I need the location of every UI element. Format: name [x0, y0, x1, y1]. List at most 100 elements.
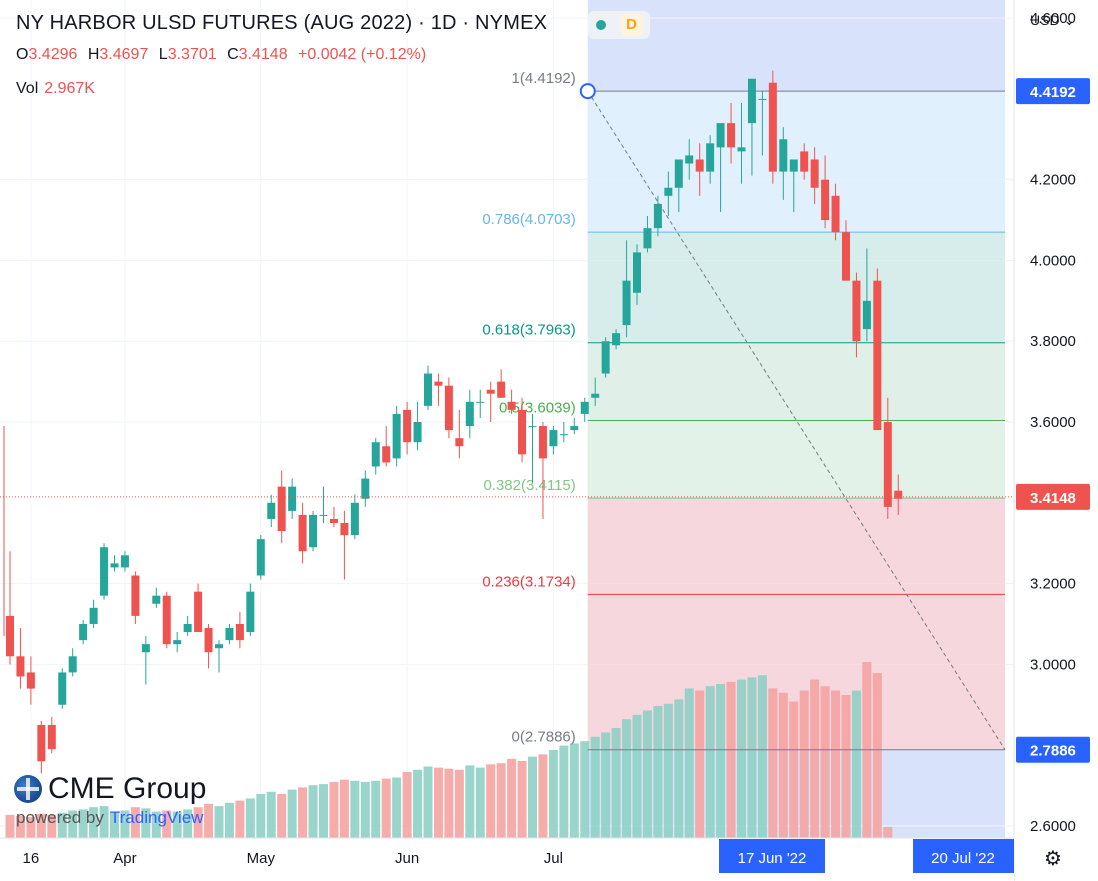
- volume-bar: [663, 703, 673, 838]
- last-price-tag-bg: [1016, 483, 1090, 510]
- fib-level-label: 0.236(3.1734): [482, 573, 575, 590]
- volume-bar: [99, 806, 109, 838]
- candle-body: [444, 385, 453, 431]
- volume-bar: [851, 690, 861, 838]
- currency-dropdown[interactable]: USD ⌄: [1030, 12, 1075, 29]
- globe-icon: [14, 775, 42, 803]
- candle-body: [424, 373, 432, 406]
- change-value: +0.0042 (+0.12%): [298, 46, 427, 63]
- candle-body: [758, 98, 767, 100]
- price-tick-label: 3.6000: [1030, 414, 1076, 431]
- time-tick-label: Jun: [395, 850, 419, 867]
- low-marker-tag: 2.7886: [1030, 743, 1076, 760]
- low-value: 3.3701: [167, 46, 217, 63]
- high-marker-tag-bg: [1016, 78, 1090, 105]
- volume-bar: [277, 794, 287, 838]
- volume-bar: [799, 690, 809, 838]
- candle-body: [768, 82, 777, 172]
- candle-body: [601, 341, 610, 374]
- volume-bar: [559, 745, 569, 838]
- volume-bar: [235, 800, 245, 838]
- chevron-down-icon: ⌄: [1063, 12, 1076, 28]
- candle-body: [152, 595, 161, 604]
- candle-body: [340, 522, 349, 536]
- candle-body: [225, 628, 234, 641]
- candle-body: [518, 409, 527, 455]
- candle-body: [831, 195, 840, 233]
- volume-bar: [245, 798, 255, 838]
- volume-bar: [350, 780, 360, 838]
- candle-body: [413, 422, 422, 443]
- candle-body: [37, 724, 46, 762]
- price-tick-label: 3.0000: [1030, 656, 1076, 673]
- volume-bar: [360, 781, 370, 838]
- volume-bar: [601, 732, 611, 838]
- volume-bar: [580, 741, 590, 838]
- volume-bar: [465, 765, 475, 838]
- candle-body: [141, 644, 150, 653]
- candle-body: [277, 486, 286, 532]
- open-value: 3.4296: [28, 46, 78, 63]
- candle-body: [246, 591, 255, 633]
- volume-bar: [611, 728, 621, 838]
- time-tick-label: Apr: [113, 850, 136, 867]
- candle-body: [486, 389, 495, 394]
- volume-bar: [339, 779, 349, 838]
- candle-body: [633, 252, 641, 293]
- fib-zone: [587, 420, 1005, 499]
- volume-bar: [716, 684, 726, 838]
- candle-body: [288, 486, 297, 511]
- tradingview-link[interactable]: TradingView: [109, 808, 204, 827]
- candle-body: [747, 78, 756, 124]
- candle-body: [120, 555, 129, 568]
- gear-icon[interactable]: ⚙: [1044, 848, 1062, 870]
- candle-body: [612, 333, 621, 346]
- candle-body: [319, 514, 328, 516]
- candle-body: [810, 159, 819, 188]
- volume-bar: [768, 688, 778, 838]
- candle-body: [131, 575, 140, 616]
- volume-label: Vol: [16, 80, 39, 97]
- candle-body: [309, 514, 318, 548]
- high-value: 3.4697: [99, 46, 149, 63]
- price-tick-label: 4.6000: [1030, 10, 1076, 27]
- volume-bar: [590, 736, 600, 838]
- ohlc-legend: O3.4296 H3.4697 L3.3701 C3.4148 +0.0042 …: [16, 46, 432, 64]
- candle-body: [465, 401, 474, 427]
- volume-bar: [371, 780, 381, 838]
- high-label: H: [87, 46, 100, 63]
- candle-body: [476, 401, 485, 403]
- candle-body: [6, 615, 14, 657]
- fib-anchor-handle: [579, 83, 596, 100]
- symbol-title[interactable]: NY HARBOR ULSD FUTURES (AUG 2022) · 1D ·…: [16, 12, 548, 34]
- cme-logo: CME Group: [14, 772, 206, 806]
- volume-bar: [705, 686, 715, 838]
- volume-bar: [204, 803, 214, 838]
- candle-body: [528, 426, 537, 428]
- status-badges[interactable]: D: [588, 11, 650, 39]
- fib-zone: [587, 498, 1005, 595]
- powered-by[interactable]: powered by TradingView: [16, 808, 203, 828]
- volume-bar: [298, 787, 308, 838]
- candle-body: [434, 381, 443, 386]
- candle-body: [298, 514, 307, 552]
- volume-bar: [224, 802, 234, 838]
- delayed-badge[interactable]: D: [620, 14, 643, 36]
- candle-body: [100, 547, 109, 596]
- volume-value: 2.967K: [44, 80, 95, 97]
- volume-bar: [841, 695, 851, 838]
- logo-text: CME Group: [48, 772, 207, 805]
- volume-bar: [47, 814, 57, 838]
- volume-bar: [496, 763, 506, 838]
- volume-bar: [68, 810, 78, 838]
- candle-body: [716, 123, 725, 148]
- candle-body: [842, 232, 850, 281]
- volume-bar: [757, 675, 767, 838]
- market-open-icon: [595, 20, 606, 30]
- close-label: C: [227, 46, 239, 63]
- candle-body: [559, 434, 568, 436]
- fib-level-label: 0.786(4.0703): [482, 211, 575, 228]
- volume-bar: [89, 807, 99, 838]
- powered-by-label: powered by: [16, 808, 104, 827]
